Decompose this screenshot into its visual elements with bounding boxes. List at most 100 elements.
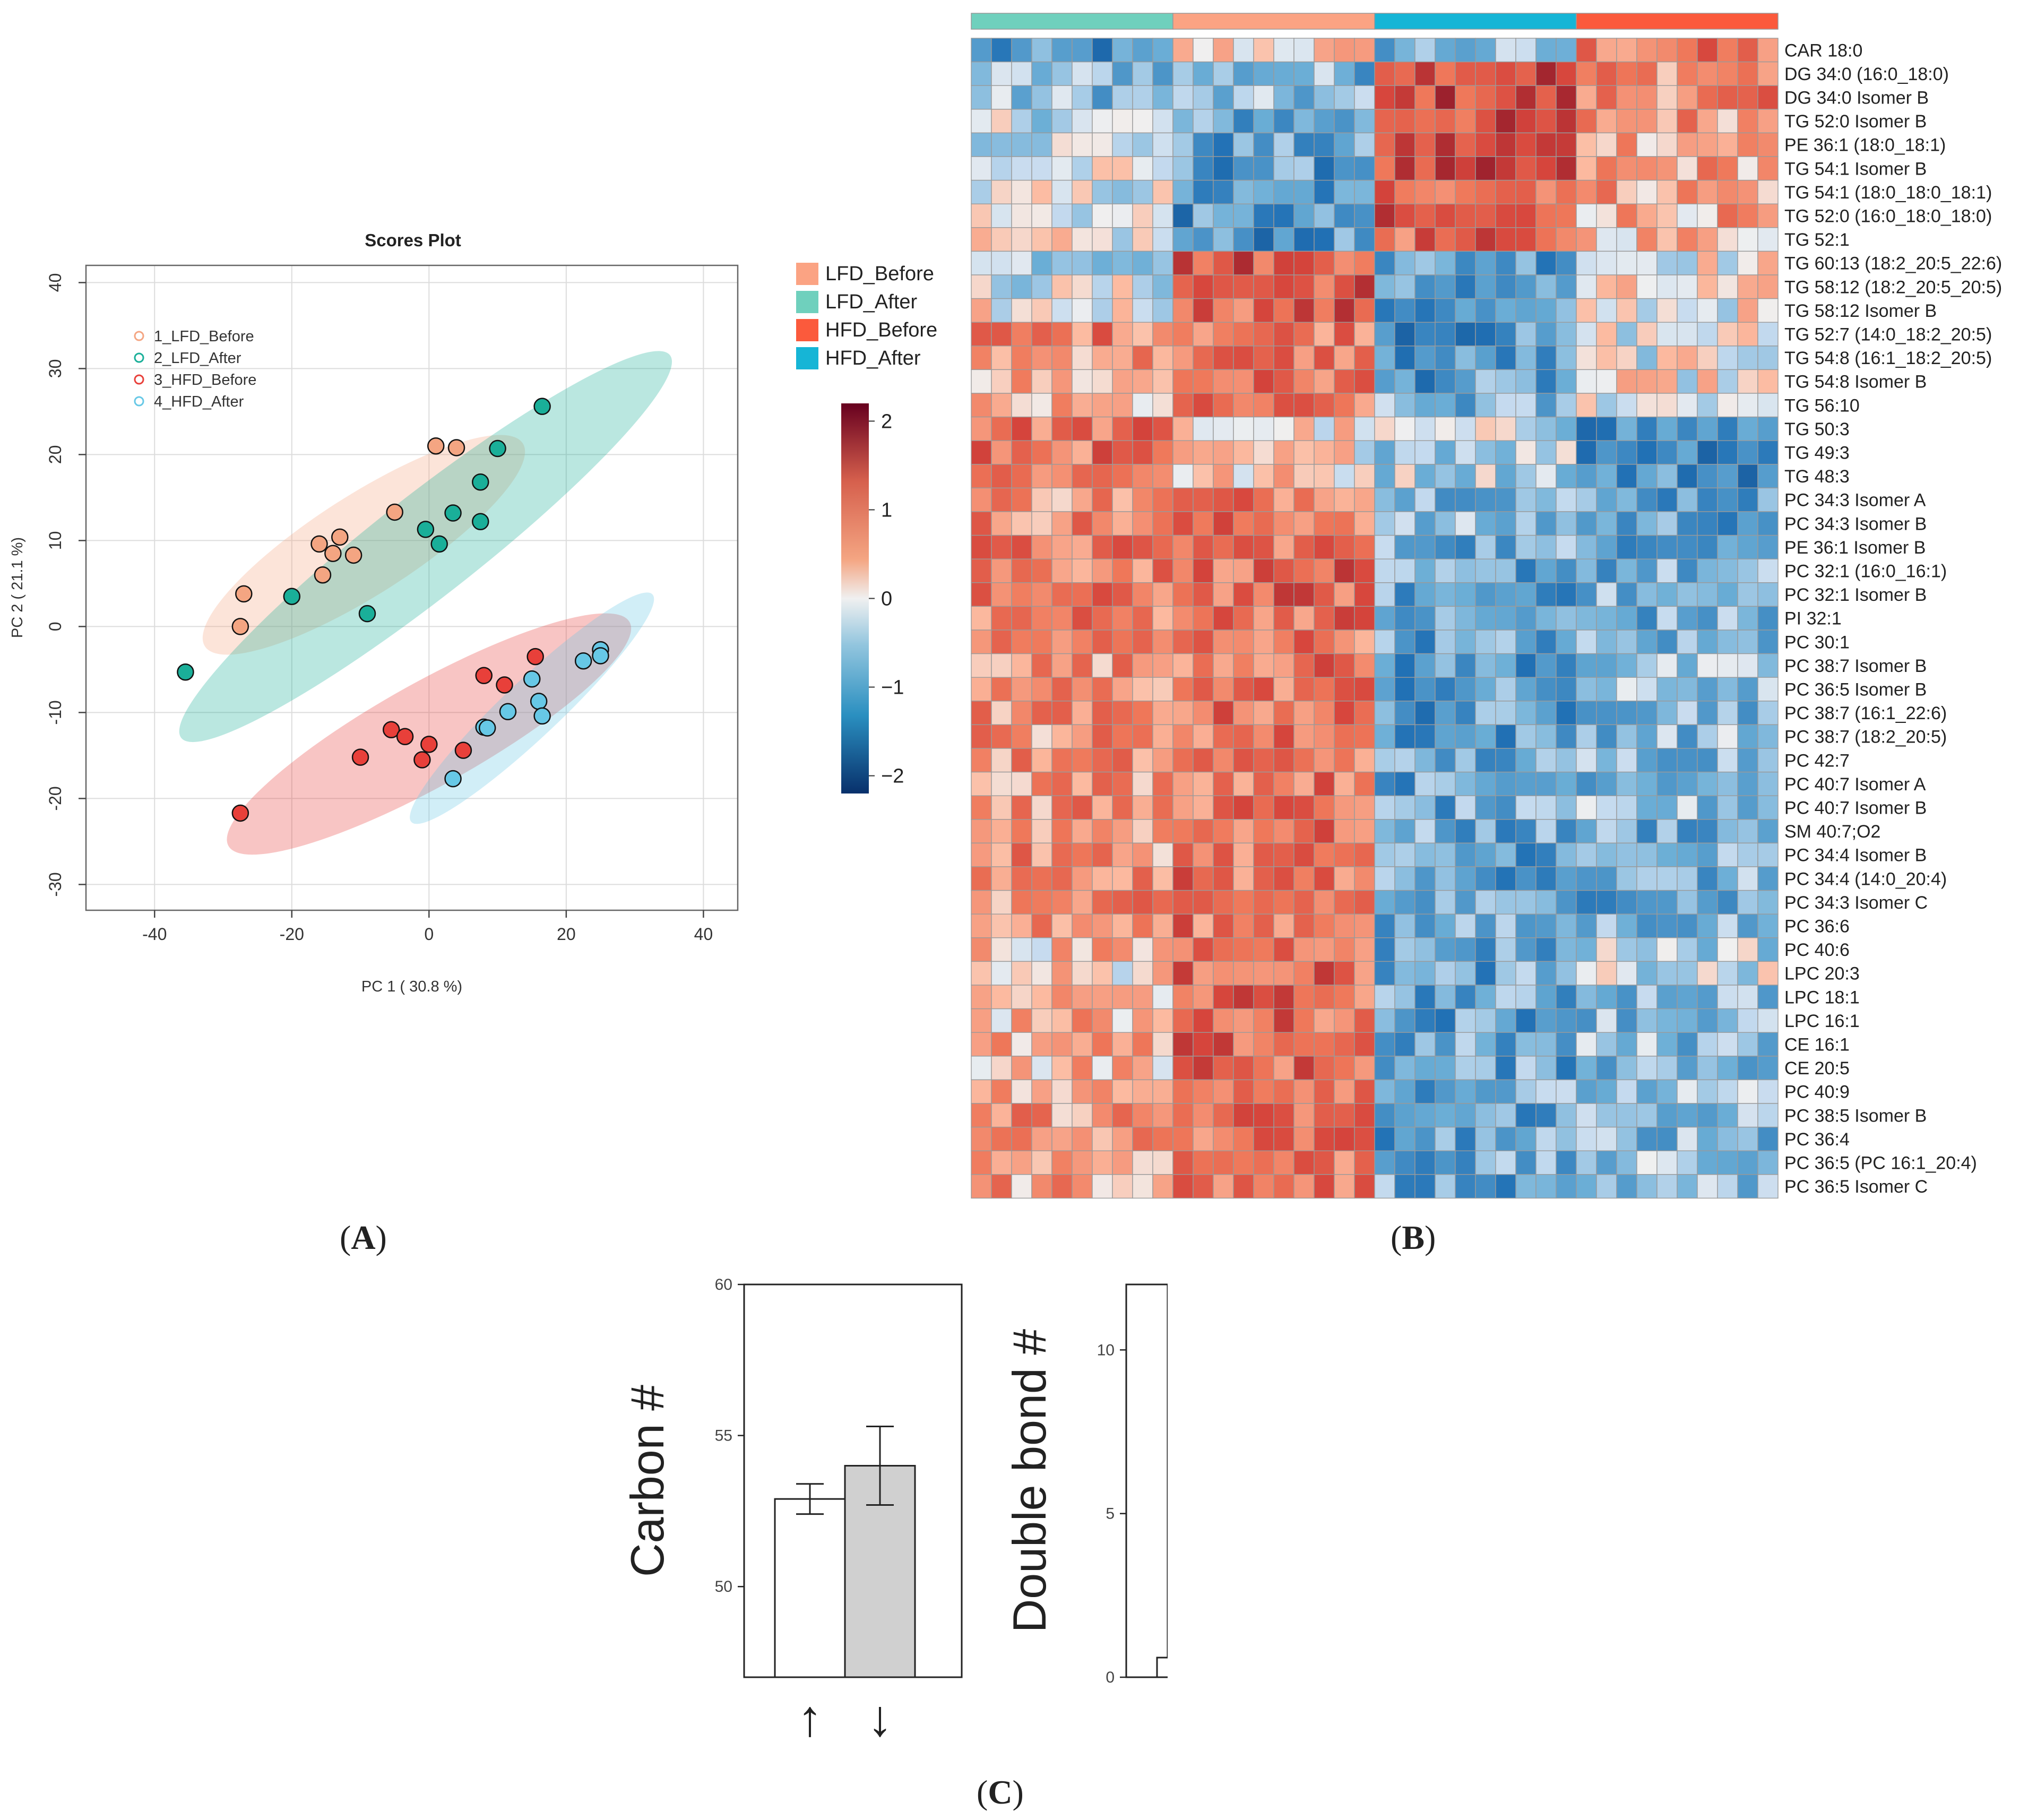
heatmap-cell [1072, 61, 1093, 86]
heatmap-cell [1596, 558, 1617, 583]
heatmap-cell [1072, 1103, 1093, 1128]
heatmap-cell [1616, 227, 1637, 252]
heatmap-cell [1253, 771, 1274, 796]
heatmap-cell [1697, 1150, 1718, 1175]
heatmap-cell [1495, 369, 1516, 394]
heatmap-cell [1213, 274, 1234, 299]
heatmap-cell [1293, 61, 1315, 86]
heatmap-cell [1435, 1174, 1456, 1199]
heatmap-cell [1293, 771, 1315, 796]
y-tick-label: 10 [46, 531, 65, 550]
heatmap-cell [1152, 701, 1173, 726]
heatmap-cell [1414, 819, 1436, 844]
heatmap-cell [1717, 179, 1738, 204]
heatmap-cell [1213, 487, 1234, 512]
heatmap-cell [1132, 1008, 1153, 1033]
heatmap-cell [1172, 251, 1194, 275]
heatmap-cell [1253, 298, 1274, 323]
heatmap-cell [1233, 179, 1254, 204]
heatmap-cell [1596, 842, 1617, 867]
heatmap-cell [1193, 937, 1214, 962]
heatmap-cell [971, 582, 992, 607]
heatmap-cell [1394, 677, 1415, 702]
heatmap-cell [1132, 156, 1153, 181]
heatmap-cell [1757, 416, 1779, 441]
heatmap-cell [1414, 724, 1436, 749]
heatmap-cell [1556, 842, 1577, 867]
heatmap-cell [1737, 251, 1758, 275]
heatmap-cell [1314, 1008, 1335, 1033]
heatmap-cell [1354, 819, 1375, 844]
heatmap-cell [1273, 298, 1294, 323]
heatmap-cell [1172, 677, 1194, 702]
heatmap-cell [1051, 369, 1073, 394]
heatmap-cell [1475, 1056, 1496, 1081]
row-label: LPC 16:1 [1784, 1011, 1860, 1031]
heatmap-cell [1273, 346, 1294, 370]
heatmap-cell [1576, 724, 1597, 749]
heatmap-cell [991, 346, 1012, 370]
heatmap-cell [1354, 890, 1375, 915]
heatmap-cell [1717, 1150, 1738, 1175]
heatmap-cell [971, 416, 992, 441]
heatmap-cell [1697, 913, 1718, 938]
heatmap-cell [1011, 109, 1032, 134]
bar-y-axis-label: Carbon # [621, 1385, 674, 1577]
heatmap-cell [1576, 298, 1597, 323]
heatmap-cell [1414, 179, 1436, 204]
heatmap-cell [991, 322, 1012, 347]
heatmap-cell [1172, 629, 1194, 654]
heatmap-cell [1213, 440, 1234, 465]
heatmap-cell [1697, 795, 1718, 820]
heatmap-cell [1072, 440, 1093, 465]
heatmap-cell [1616, 534, 1637, 559]
heatmap-cell [1293, 724, 1315, 749]
heatmap-cell [1233, 771, 1254, 796]
heatmap-cell [1656, 440, 1678, 465]
heatmap-cell [1112, 961, 1133, 986]
heatmap-cell [1051, 558, 1073, 583]
heatmap-cell [1334, 132, 1355, 157]
heatmap-cell [1354, 677, 1375, 702]
heatmap-cell [1515, 1126, 1537, 1151]
heatmap-cell [1293, 132, 1315, 157]
legend-label-3_HFD_Before: 3_HFD_Before [154, 372, 256, 389]
heatmap-cell [971, 701, 992, 726]
heatmap-cell [1213, 85, 1234, 110]
heatmap-cell [1717, 1032, 1738, 1057]
heatmap-cell [1475, 771, 1496, 796]
heatmap-cell [1475, 677, 1496, 702]
heatmap-cell [1172, 582, 1194, 607]
heatmap-cell [1495, 393, 1516, 418]
heatmap-cell [1677, 1150, 1698, 1175]
heatmap-cell [1475, 1103, 1496, 1128]
heatmap-cell [971, 913, 992, 938]
heatmap-cell [1072, 1174, 1093, 1199]
heatmap-cell [1717, 85, 1738, 110]
heatmap-cell [1616, 724, 1637, 749]
heatmap-cell [1132, 85, 1153, 110]
heatmap-cell [1152, 819, 1173, 844]
heatmap-cell [1394, 558, 1415, 583]
heatmap-cell [1112, 1150, 1133, 1175]
heatmap-cell [1515, 819, 1537, 844]
heatmap-cell [1152, 179, 1173, 204]
heatmap-cell [1475, 203, 1496, 228]
heatmap-cell [1354, 132, 1375, 157]
heatmap-cell [1072, 1126, 1093, 1151]
heatmap-cell [1596, 866, 1617, 891]
heatmap-cell [991, 156, 1012, 181]
heatmap-cell [1495, 1056, 1516, 1081]
heatmap-cell [1515, 937, 1537, 962]
heatmap-cell [1636, 534, 1658, 559]
heatmap-cell [1596, 274, 1617, 299]
heatmap-cell [1475, 748, 1496, 773]
group-legend-swatch-HFD_After [796, 347, 818, 369]
panel-label-a: (A) [340, 1219, 387, 1256]
heatmap-cell [1293, 298, 1315, 323]
heatmap-cell [1596, 416, 1617, 441]
heatmap-cell [1293, 1056, 1315, 1081]
heatmap-cell [1213, 132, 1234, 157]
color-scale-tick-label: −1 [881, 677, 904, 699]
